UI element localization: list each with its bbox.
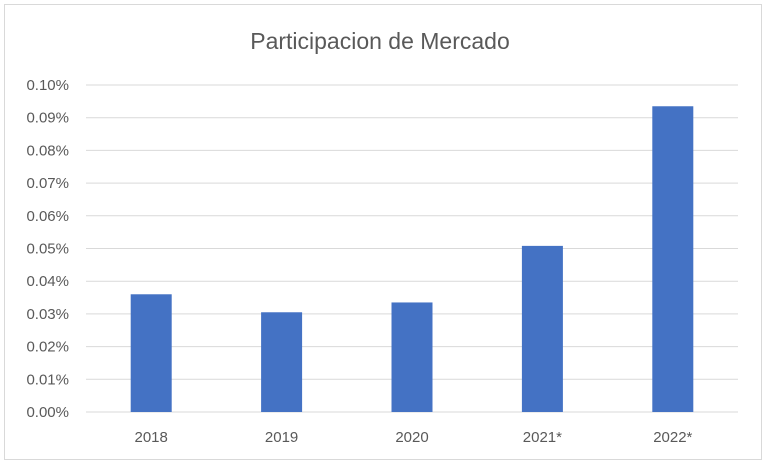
y-tick-label: 0.07% (26, 175, 69, 192)
chart-title: Participacion de Mercado (250, 28, 510, 54)
y-tick-label: 0.08% (26, 142, 69, 159)
bar-2022* (652, 106, 694, 412)
x-tick-label: 2018 (135, 429, 168, 446)
bar-2018 (130, 294, 172, 412)
y-tick-label: 0.02% (26, 339, 69, 356)
bar-2020 (391, 302, 433, 412)
x-tick-label: 2021* (523, 429, 562, 446)
y-tick-label: 0.09% (26, 110, 69, 127)
y-tick-label: 0.01% (26, 371, 69, 388)
chart-frame (4, 4, 762, 460)
y-tick-label: 0.06% (26, 208, 69, 225)
bar-2019 (261, 312, 303, 412)
bar-2021* (521, 245, 563, 412)
y-tick-label: 0.10% (26, 77, 69, 94)
x-tick-label: 2020 (395, 429, 428, 446)
y-tick-label: 0.03% (26, 306, 69, 323)
y-tick-label: 0.05% (26, 241, 69, 258)
y-tick-label: 0.00% (26, 404, 69, 421)
x-tick-label: 2019 (265, 429, 298, 446)
y-tick-label: 0.04% (26, 273, 69, 290)
x-tick-label: 2022* (653, 429, 692, 446)
